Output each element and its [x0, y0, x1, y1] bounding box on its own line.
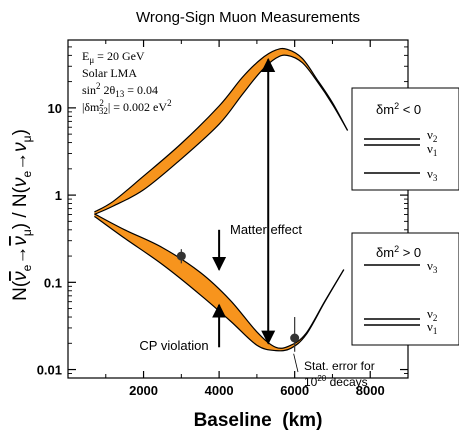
stat-error-label-line2: 1020 decays	[304, 374, 368, 389]
x-tick-label-2000: 2000	[129, 383, 158, 398]
param-energy: Eμ = 20 GeV	[82, 49, 145, 65]
inverted-nu2-label: ν2	[427, 127, 437, 144]
data-point-0	[176, 251, 186, 261]
normal-box-frame	[351, 232, 459, 346]
stat-error-label-line1: Stat. error for	[304, 359, 375, 373]
normal-nu3-label: ν3	[427, 258, 438, 275]
band-upper-high-edge	[94, 47, 349, 213]
normal-nu1-label: ν1	[427, 319, 437, 336]
x-tick-label-6000: 6000	[280, 383, 309, 398]
x-axis-label: Baseline (km)	[194, 410, 323, 431]
param-dm32: |δm2 32| = 0.002 eV2	[82, 98, 172, 116]
normal-nu2-label: ν2	[427, 306, 437, 323]
bands-layer	[94, 47, 349, 352]
parameter-legend: Eμ = 20 GeV Solar LMA sin2 2θ13 = 0.04 |…	[82, 49, 172, 116]
data-point-1	[290, 333, 300, 343]
matter-effect-label: Matter effect	[230, 222, 302, 237]
chart-title: Wrong-Sign Muon Measurements	[136, 9, 360, 26]
inverted-nu3-label: ν3	[427, 166, 438, 183]
y-tick-label-0.1: 0.1	[44, 275, 62, 290]
y-tick-label-10: 10	[48, 101, 62, 116]
y-axis-label: N(νe→νμ) / N(νe→νμ)	[10, 129, 34, 301]
band-lower	[94, 213, 344, 351]
hierarchy-box-normal: δm2 > 0 ν3 ν2 ν1	[351, 232, 459, 346]
param-solar: Solar LMA	[82, 66, 137, 80]
x-tick-label-4000: 4000	[205, 383, 234, 398]
axis-ticks: 2000 4000 6000 8000 0.01 0.1 1 10	[37, 40, 408, 398]
param-theta: sin2 2θ13 = 0.04	[82, 81, 158, 99]
stat-error-leader	[293, 353, 299, 373]
normal-box-label: δm2 > 0	[376, 244, 421, 260]
inverted-nu1-label: ν1	[427, 141, 437, 158]
y-tick-label-1: 1	[55, 188, 62, 203]
y-tick-label-0.01: 0.01	[37, 363, 62, 378]
band-lower-low-edge	[94, 215, 345, 352]
cp-violation-label: CP violation	[139, 338, 208, 353]
annotations-layer	[176, 57, 300, 373]
hierarchy-box-inverted: δm2 < 0 ν2 ν1 ν3	[351, 87, 459, 191]
band-upper	[94, 48, 348, 215]
band-upper-low-edge	[94, 54, 349, 215]
x-tick-label-8000: 8000	[356, 383, 385, 398]
inverted-box-label: δm2 < 0	[376, 101, 421, 117]
band-lower-high-edge	[94, 213, 345, 349]
